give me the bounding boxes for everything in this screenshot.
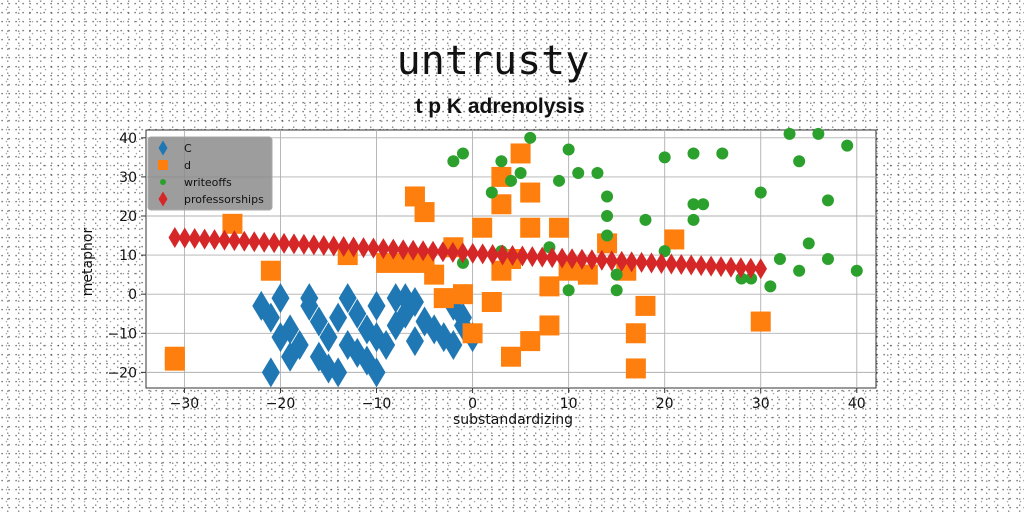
data-point [501, 347, 521, 367]
data-point [793, 265, 805, 277]
data-point [751, 312, 771, 332]
legend: Cd writeoffs professorships [148, 137, 272, 210]
data-point [539, 315, 559, 335]
data-point [482, 292, 502, 312]
y-tick-label: −20 [107, 365, 137, 381]
data-point [424, 265, 444, 285]
data-point [601, 190, 613, 202]
data-point [591, 167, 603, 179]
data-point [495, 155, 507, 167]
data-point [639, 214, 651, 226]
x-tick-label: 40 [848, 396, 866, 412]
y-axis-ticks: −20 −10 0 10 20 30 40 [107, 131, 146, 382]
x-tick-label: −30 [170, 396, 200, 412]
data-point [784, 128, 796, 140]
data-point [635, 296, 655, 316]
data-point [453, 284, 473, 304]
data-point [601, 230, 613, 242]
legend-label: d [184, 159, 191, 172]
data-point [415, 202, 435, 222]
chart-subtitle: t p K adrenolysis [415, 95, 584, 118]
data-point [688, 214, 700, 226]
data-point [822, 253, 834, 265]
data-point [659, 151, 671, 163]
x-tick-label: 30 [752, 396, 770, 412]
data-point [511, 143, 531, 163]
data-point [626, 323, 646, 343]
data-point [764, 280, 776, 292]
data-point [688, 147, 700, 159]
data-point [563, 284, 575, 296]
data-point [434, 288, 454, 308]
data-point [812, 128, 824, 140]
data-point [774, 253, 786, 265]
y-tick-label: 0 [128, 287, 137, 303]
data-point [457, 147, 469, 159]
data-point [841, 140, 853, 152]
data-point [755, 187, 767, 199]
legend-marker [158, 160, 168, 170]
data-point [505, 175, 517, 187]
data-point [553, 175, 565, 187]
data-point [611, 284, 623, 296]
legend-marker [160, 179, 166, 185]
data-point [447, 155, 459, 167]
y-tick-label: 10 [119, 248, 137, 264]
x-tick-label: 10 [560, 396, 578, 412]
x-tick-label: −20 [266, 396, 296, 412]
legend-label: writeoffs [184, 176, 232, 189]
data-point [222, 214, 242, 234]
data-point [697, 198, 709, 210]
data-point [165, 351, 185, 371]
x-axis-label: substandardizing [453, 412, 573, 428]
data-point [515, 167, 527, 179]
chart-title: untrusty [397, 38, 590, 84]
x-axis-ticks: −30 −20 −10 0 10 20 30 40 [170, 388, 866, 412]
x-tick-label: −10 [362, 396, 392, 412]
data-point [539, 276, 559, 296]
data-point [822, 194, 834, 206]
data-point [520, 183, 540, 203]
y-tick-label: −10 [107, 326, 137, 342]
data-point [716, 147, 728, 159]
data-point [549, 218, 569, 238]
y-tick-label: 20 [119, 209, 137, 225]
y-tick-label: 40 [119, 131, 137, 147]
legend-label: professorships [184, 193, 264, 206]
y-tick-label: 30 [119, 170, 137, 186]
x-tick-label: 0 [468, 396, 477, 412]
data-point [520, 331, 540, 351]
data-point [486, 187, 498, 199]
data-point [851, 265, 863, 277]
data-point [626, 358, 646, 378]
legend-label: C [184, 142, 192, 155]
data-point [572, 167, 584, 179]
data-point [793, 155, 805, 167]
data-point [463, 323, 483, 343]
data-point [261, 261, 281, 281]
x-tick-label: 20 [656, 396, 674, 412]
y-axis-label: metaphor [80, 228, 96, 297]
data-point [563, 144, 575, 156]
data-point [472, 218, 492, 238]
data-point [803, 237, 815, 249]
data-point [601, 210, 613, 222]
data-point [520, 218, 540, 238]
data-point [491, 261, 511, 281]
data-point [524, 132, 536, 144]
